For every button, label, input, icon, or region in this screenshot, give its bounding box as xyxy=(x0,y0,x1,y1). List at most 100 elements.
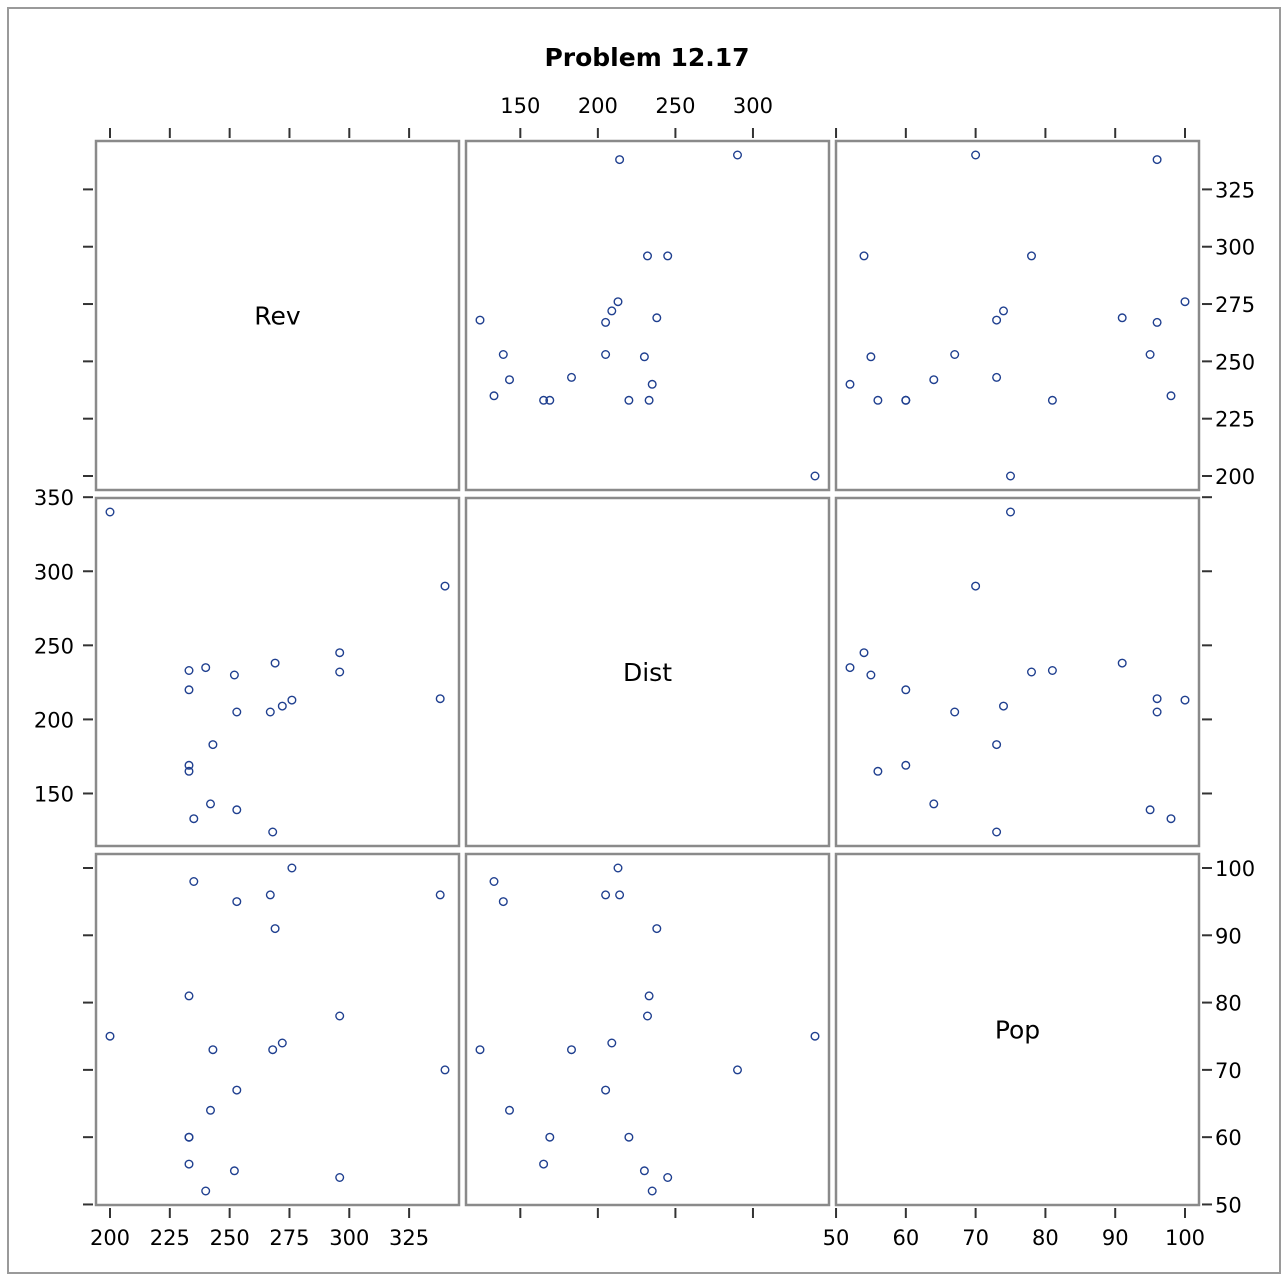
right-tick-label-rev-1: 225 xyxy=(1215,408,1255,432)
point-dist-rev-14 xyxy=(270,658,280,668)
point-dist-rev-3 xyxy=(184,760,194,770)
left-tick-label-dist-1: 200 xyxy=(34,708,74,732)
point-rev-dist-9 xyxy=(639,352,649,362)
point-dist-pop-5 xyxy=(1166,814,1176,824)
point-rev-dist-11 xyxy=(498,350,508,360)
top-tick-label-dist-2: 250 xyxy=(655,94,695,118)
point-rev-dist-12 xyxy=(601,317,611,327)
point-pop-dist-2 xyxy=(624,1132,634,1142)
point-dist-pop-2 xyxy=(901,685,911,695)
point-dist-rev-16 xyxy=(287,695,297,705)
panel-dist-vs-rev xyxy=(94,496,461,848)
top-tick-label-dist-1: 200 xyxy=(578,94,618,118)
left-tick-label-dist-0: 150 xyxy=(34,782,74,806)
bottom-tick-label-pop-2: 70 xyxy=(962,1226,989,1250)
point-dist-pop-0 xyxy=(1006,507,1016,517)
point-rev-pop-16 xyxy=(1180,297,1190,307)
point-rev-dist-15 xyxy=(607,306,617,316)
point-dist-rev-17 xyxy=(335,648,345,658)
right-tick-label-rev-3: 275 xyxy=(1215,293,1255,317)
panel-rev-vs-dist xyxy=(464,139,831,492)
bottom-tick-label-pop-0: 50 xyxy=(823,1226,850,1250)
point-pop-rev-15 xyxy=(277,1038,287,1048)
left-tick-label-dist-2: 250 xyxy=(34,634,74,658)
point-pop-dist-18 xyxy=(643,1011,653,1021)
point-pop-dist-9 xyxy=(639,1166,649,1176)
point-pop-rev-20 xyxy=(440,1065,450,1075)
point-pop-dist-13 xyxy=(475,1045,485,1055)
point-dist-rev-7 xyxy=(205,799,215,809)
point-dist-pop-7 xyxy=(929,799,939,809)
right-tick-label-pop-4: 90 xyxy=(1215,924,1242,948)
bottom-tick-label-rev-3: 275 xyxy=(269,1226,309,1250)
point-rev-dist-10 xyxy=(601,350,611,360)
panel-pop-vs-rev xyxy=(94,852,461,1207)
point-dist-rev-13 xyxy=(268,827,278,837)
point-pop-rev-0 xyxy=(105,1031,115,1041)
point-pop-rev-18 xyxy=(335,1011,345,1021)
point-dist-pop-9 xyxy=(866,670,876,680)
left-tick-label-dist-3: 300 xyxy=(34,560,74,584)
point-pop-rev-1 xyxy=(184,991,194,1001)
point-dist-pop-18 xyxy=(1026,667,1036,677)
point-pop-rev-3 xyxy=(184,1132,194,1142)
point-rev-pop-1 xyxy=(1047,395,1057,405)
point-dist-pop-8 xyxy=(992,740,1002,750)
point-dist-pop-15 xyxy=(999,701,1009,711)
point-dist-rev-19 xyxy=(435,694,445,704)
point-rev-pop-10 xyxy=(950,350,960,360)
point-pop-dist-19 xyxy=(615,890,625,900)
point-dist-rev-5 xyxy=(189,814,199,824)
point-pop-dist-15 xyxy=(607,1038,617,1048)
diagonal-label-pop: Pop xyxy=(995,1016,1040,1045)
point-rev-pop-5 xyxy=(1166,391,1176,401)
point-dist-rev-10 xyxy=(232,707,242,717)
point-dist-rev-9 xyxy=(229,670,239,680)
point-pop-rev-14 xyxy=(270,924,280,934)
point-pop-rev-12 xyxy=(265,890,275,900)
point-pop-dist-12 xyxy=(601,890,611,900)
point-dist-rev-4 xyxy=(184,766,194,776)
right-tick-label-pop-2: 70 xyxy=(1215,1059,1242,1083)
point-rev-pop-4 xyxy=(873,395,883,405)
point-dist-rev-8 xyxy=(208,740,218,750)
point-rev-dist-14 xyxy=(652,313,662,323)
panel-dist-vs-pop xyxy=(834,496,1201,848)
point-rev-pop-9 xyxy=(866,352,876,362)
point-pop-dist-14 xyxy=(652,924,662,934)
point-rev-pop-19 xyxy=(1152,155,1162,165)
right-tick-label-rev-2: 250 xyxy=(1215,350,1255,374)
point-rev-pop-15 xyxy=(999,306,1009,316)
bottom-tick-label-pop-3: 80 xyxy=(1032,1226,1059,1250)
point-dist-pop-19 xyxy=(1152,694,1162,704)
point-rev-dist-16 xyxy=(613,297,623,307)
bottom-tick-label-pop-1: 60 xyxy=(892,1226,919,1250)
point-dist-pop-3 xyxy=(901,760,911,770)
point-pop-rev-5 xyxy=(189,877,199,887)
point-pop-rev-19 xyxy=(435,890,445,900)
point-dist-pop-14 xyxy=(1117,658,1127,668)
point-dist-rev-20 xyxy=(440,581,450,591)
point-dist-rev-18 xyxy=(335,667,345,677)
point-pop-rev-6 xyxy=(201,1186,211,1196)
left-tick-label-dist-4: 350 xyxy=(34,486,74,510)
point-rev-dist-5 xyxy=(489,391,499,401)
point-pop-dist-10 xyxy=(601,1085,611,1095)
point-rev-pop-13 xyxy=(992,315,1002,325)
point-dist-pop-13 xyxy=(992,827,1002,837)
point-dist-rev-0 xyxy=(105,507,115,517)
point-dist-rev-11 xyxy=(232,805,242,815)
point-dist-pop-16 xyxy=(1180,695,1190,705)
point-pop-rev-11 xyxy=(232,897,242,907)
point-dist-rev-2 xyxy=(184,685,194,695)
right-tick-label-rev-4: 300 xyxy=(1215,236,1255,260)
bottom-tick-label-rev-4: 300 xyxy=(329,1226,369,1250)
point-rev-pop-12 xyxy=(1152,317,1162,327)
right-tick-label-rev-0: 200 xyxy=(1215,465,1255,489)
matrix-layer: Rev Dist Pop 200 225 250 275 300 325 150 200 250 300… xyxy=(34,94,1255,1250)
point-pop-rev-13 xyxy=(268,1045,278,1055)
point-rev-dist-1 xyxy=(644,395,654,405)
point-rev-dist-17 xyxy=(663,251,673,261)
point-dist-rev-1 xyxy=(184,666,194,676)
